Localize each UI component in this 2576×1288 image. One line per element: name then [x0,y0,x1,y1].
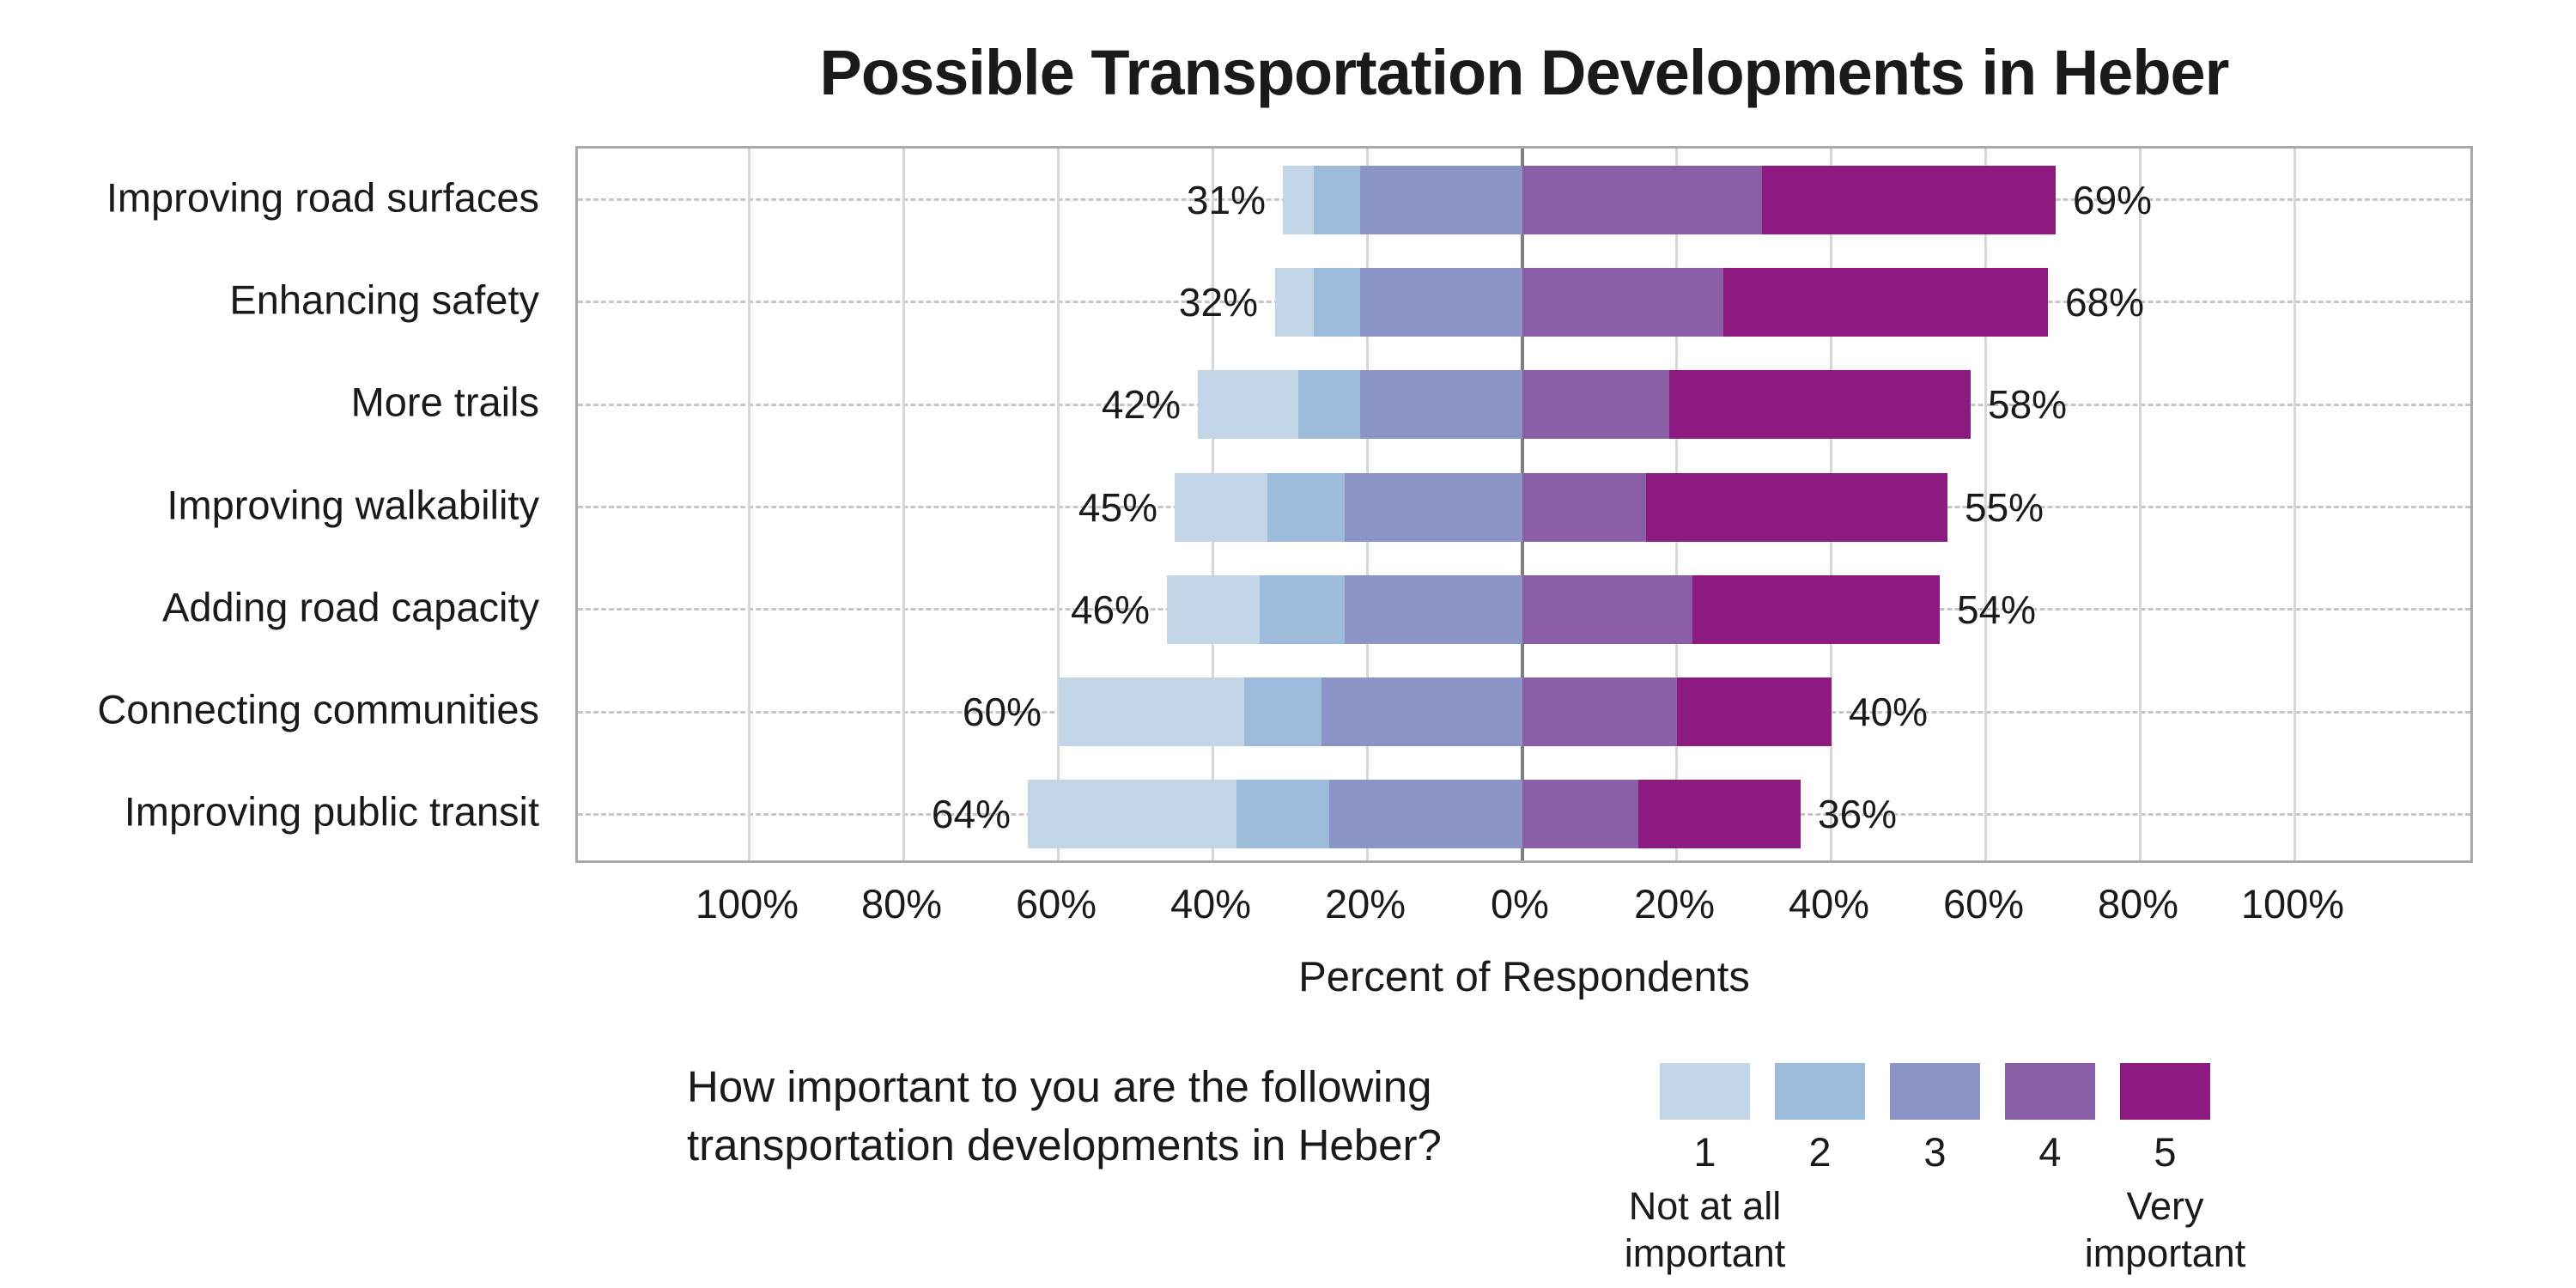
gridline [1984,149,1987,860]
legend-rating-number: 4 [2038,1129,2062,1175]
chart-title: Possible Transportation Developments in … [819,37,2230,108]
bar-segment-rating-5 [1723,267,2048,337]
legend-swatch-rating-3 [1890,1063,1980,1120]
category-label: Connecting communities [97,686,539,732]
bar-segment-rating-1 [1167,574,1260,644]
bar-segment-rating-4 [1522,574,1692,644]
x-tick-label: 80% [860,881,943,927]
bar-segment-rating-1 [1175,472,1267,542]
category-label: More trails [350,379,539,425]
x-tick-label: 0% [1491,881,1549,927]
bar-segment-rating-3 [1360,267,1522,337]
category-label: Improving road surfaces [106,174,539,221]
left-total-label: 64% [931,792,1011,837]
legend-sublabel: Very important [2084,1184,2246,1275]
bar-segment-rating-5 [1692,574,1940,644]
legend-question-line1: How important to you are the following [687,1062,1432,1111]
x-tick-label: 40% [1788,881,1870,927]
legend-sublabel: Not at all important [1624,1184,1786,1275]
legend-item: 4 [2005,1063,2095,1176]
right-total-label: 54% [1957,586,2037,632]
bar-segment-rating-4 [1522,677,1677,747]
plot-area: 31% 69% 32% 68% 42% 58% 45% 55% 46% 54% 60% 40% 64% 3… [575,146,2473,863]
y-axis-labels: Improving road surfaces Enhancing safety M… [26,146,558,863]
category-label: Improving walkability [167,482,539,527]
left-total-label: 31% [1186,177,1266,222]
gridline [902,149,905,860]
bar-segment-rating-3 [1329,780,1522,849]
bar-segment-rating-4 [1522,370,1669,440]
bar-segment-rating-1 [1275,267,1314,337]
x-tick-label: 40% [1170,881,1252,927]
legend-swatch-rating-5 [2120,1063,2210,1120]
left-total-label: 32% [1178,279,1258,325]
bar-segment-rating-5 [1669,370,1971,440]
category-label: Adding road capacity [162,584,539,630]
bar-segment-rating-3 [1345,574,1522,644]
right-total-label: 55% [1965,484,2044,530]
bar-segment-rating-3 [1360,165,1522,234]
legend-rating-number: 5 [2154,1129,2177,1175]
bar-segment-rating-5 [1646,472,1947,542]
x-tick-label: 20% [1324,881,1406,927]
legend-item: 5 Very important [2085,1063,2245,1275]
bar-segment-rating-4 [1522,780,1638,849]
bar-segment-rating-2 [1260,574,1345,644]
bar-segment-rating-2 [1298,370,1360,440]
x-tick-label: 100% [695,881,799,927]
legend-item: 3 [1890,1063,1980,1176]
legend-item: 1 Not at all important [1625,1063,1785,1275]
bar-segment-rating-4 [1522,267,1723,337]
legend-item: 2 [1775,1063,1865,1176]
legend-question: How important to you are the following t… [687,1058,1442,1175]
right-total-label: 58% [1988,382,2068,428]
bar-segment-rating-1 [1198,370,1298,440]
category-label: Improving public transit [124,788,539,835]
left-total-label: 45% [1078,484,1157,530]
gridline [2293,149,2296,860]
x-tick-label: 60% [1015,881,1097,927]
right-total-label: 40% [1849,690,1929,735]
bar-segment-rating-2 [1314,165,1360,234]
left-total-label: 42% [1101,382,1181,428]
legend-rating-number: 1 [1693,1129,1716,1175]
bar-segment-rating-4 [1522,165,1762,234]
bar-segment-rating-2 [1244,677,1321,747]
x-axis-title: Percent of Respondents [1298,954,1750,1000]
right-total-label: 36% [1818,792,1898,837]
legend-swatch-rating-4 [2005,1063,2095,1120]
gridline [1057,149,1060,860]
right-total-label: 69% [2073,177,2153,222]
bar-segment-rating-3 [1360,370,1522,440]
bar-segment-rating-5 [1677,677,1832,747]
legend-swatch-rating-2 [1775,1063,1865,1120]
legend-rating-number: 2 [1808,1129,1832,1175]
category-label: Enhancing safety [229,276,539,323]
x-tick-label: 100% [2240,881,2345,927]
left-total-label: 60% [962,690,1042,735]
gridline [2139,149,2142,860]
legend-swatch-rating-1 [1660,1063,1750,1120]
bar-segment-rating-5 [1638,780,1801,849]
bar-segment-rating-2 [1267,472,1345,542]
legend-rating-number: 3 [1923,1129,1947,1175]
legend: 1 Not at all important 2 3 4 5 Very important [1625,1063,2245,1275]
bar-segment-rating-1 [1059,677,1244,747]
bar-segment-rating-2 [1314,267,1360,337]
left-total-label: 46% [1070,586,1150,632]
x-tick-label: 20% [1633,881,1716,927]
bar-segment-rating-1 [1028,780,1236,849]
bar-segment-rating-3 [1345,472,1522,542]
bar-segment-rating-1 [1283,165,1314,234]
legend-question-line2: transportation developments in Heber? [687,1120,1442,1170]
bar-segment-rating-4 [1522,472,1646,542]
gridline [748,149,750,860]
bar-segment-rating-5 [1762,165,2056,234]
x-tick-label: 60% [1942,881,2025,927]
x-tick-label: 80% [2097,881,2179,927]
bar-segment-rating-3 [1321,677,1522,747]
bar-segment-rating-2 [1236,780,1329,849]
right-total-label: 68% [2065,279,2145,325]
